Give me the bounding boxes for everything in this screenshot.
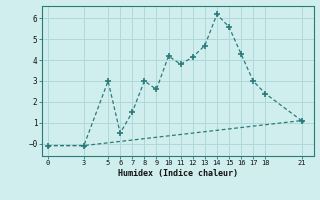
X-axis label: Humidex (Indice chaleur): Humidex (Indice chaleur): [118, 169, 237, 178]
